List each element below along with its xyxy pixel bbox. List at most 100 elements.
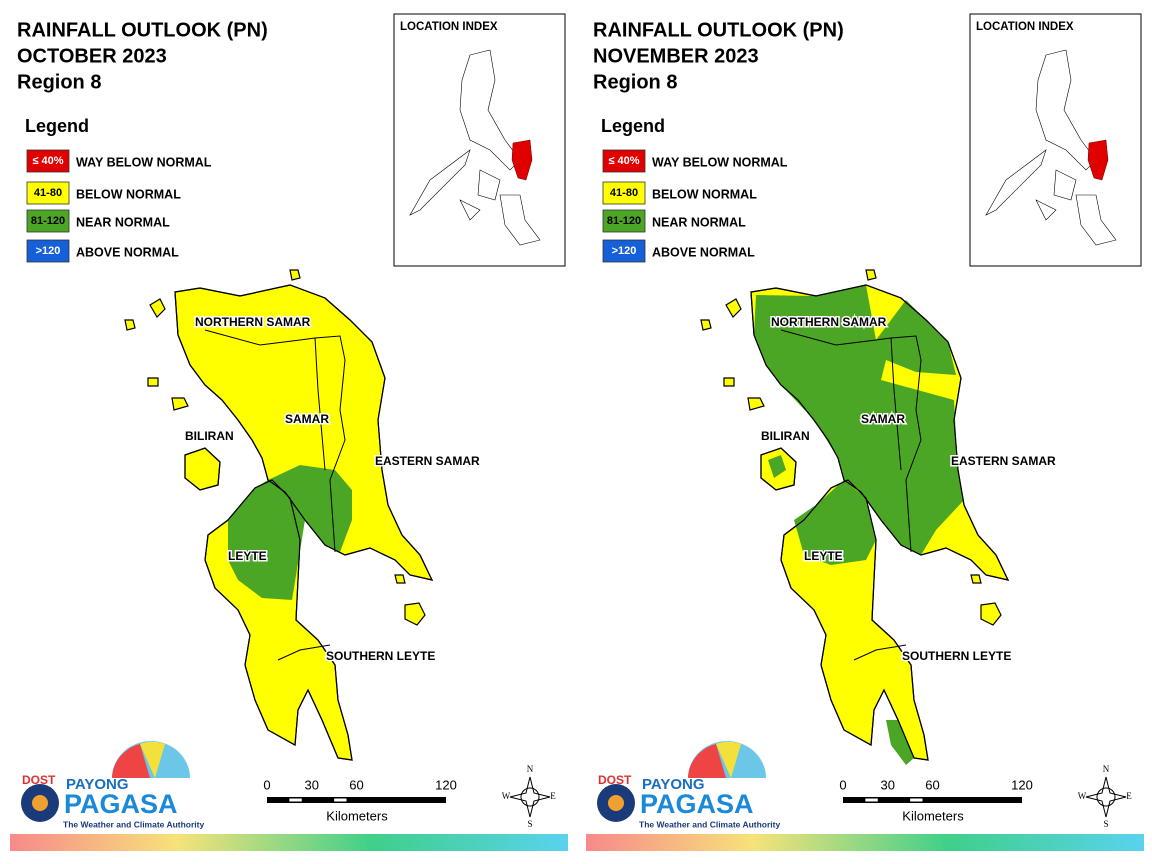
compass-rose xyxy=(509,776,551,818)
scale-tick-label: 0 xyxy=(263,777,270,792)
province-shape xyxy=(747,397,765,411)
scale-tick-label: 30 xyxy=(881,777,895,792)
legend-title: Legend xyxy=(601,116,665,136)
inset-title: LOCATION INDEX xyxy=(400,21,498,33)
compass-letter: S xyxy=(1103,819,1108,829)
scale-segment xyxy=(334,798,347,802)
legend-label: ABOVE NORMAL xyxy=(652,245,755,259)
compass-ring xyxy=(520,787,540,807)
title-line: RAINFALL OUTLOOK (PN) xyxy=(593,19,844,41)
compass-letter: E xyxy=(550,791,556,801)
near-normal-area xyxy=(886,720,914,765)
scale-tick-label: 120 xyxy=(1011,777,1033,792)
logo-line2: PAGASA xyxy=(640,789,754,819)
legend-label: WAY BELOW NORMAL xyxy=(76,155,212,169)
title-line: NOVEMBER 2023 xyxy=(593,45,759,67)
legend-label: BELOW NORMAL xyxy=(652,187,757,201)
region-label: LEYTE xyxy=(804,549,843,563)
legend-swatch-text: 81-120 xyxy=(31,215,65,227)
legend-label: BELOW NORMAL xyxy=(76,187,181,201)
legend-title: Legend xyxy=(25,116,89,136)
compass-letter: W xyxy=(502,791,511,801)
compass-letter: N xyxy=(527,764,534,774)
compass-letter: S xyxy=(527,819,532,829)
scale-unit: Kilometers xyxy=(902,808,964,823)
legend-swatch-text: >120 xyxy=(36,245,61,257)
scale-bar xyxy=(267,797,446,803)
gradient-band xyxy=(586,834,1144,851)
scale-segment xyxy=(289,798,302,802)
province-shape xyxy=(404,602,426,626)
legend-label: NEAR NORMAL xyxy=(76,215,170,229)
legend-swatch-text: 41-80 xyxy=(610,187,638,199)
legend-swatch xyxy=(602,209,646,233)
province-border xyxy=(780,329,922,661)
legend-swatch xyxy=(602,149,646,173)
scale-tick-label: 60 xyxy=(349,777,363,792)
title-line: OCTOBER 2023 xyxy=(17,45,167,67)
inset-title: LOCATION INDEX xyxy=(976,21,1074,33)
panel: RAINFALL OUTLOOK (PN) NOVEMBER 2023 Region… xyxy=(586,13,1144,851)
province-shape xyxy=(725,298,742,318)
region-label: EASTERN SAMAR xyxy=(951,454,1056,468)
province-outline xyxy=(174,284,434,581)
inset-region xyxy=(511,139,533,181)
province-outline xyxy=(750,284,1010,581)
region-label: BILIRAN xyxy=(185,429,234,443)
logo-agency: DOST xyxy=(598,773,632,787)
logo-emblem-center xyxy=(608,795,624,811)
scale-tick-label: 60 xyxy=(925,777,939,792)
region-label: SOUTHERN LEYTE xyxy=(902,649,1011,663)
compass-ring xyxy=(1096,787,1116,807)
legend-swatch-text: >120 xyxy=(612,245,637,257)
province-shape xyxy=(700,319,712,331)
region-label: SAMAR xyxy=(285,412,329,426)
logo-umbrella-yellow xyxy=(716,741,741,778)
legend-swatch xyxy=(602,181,646,205)
province-outline xyxy=(184,447,221,491)
province-shape xyxy=(723,377,735,387)
title-line: RAINFALL OUTLOOK (PN) xyxy=(17,19,268,41)
logo-line1: PAYONG xyxy=(642,776,705,793)
legend-label: ABOVE NORMAL xyxy=(76,245,179,259)
compass-letter: E xyxy=(1126,791,1132,801)
compass-rose xyxy=(1085,776,1127,818)
region-label: BILIRAN xyxy=(761,429,810,443)
logo-line2: PAGASA xyxy=(64,789,178,819)
scale-tick-label: 120 xyxy=(435,777,457,792)
scale-tick-label: 0 xyxy=(839,777,846,792)
province-shape xyxy=(980,602,1002,626)
logo-umbrella-yellow xyxy=(140,741,165,778)
logo-emblem-center xyxy=(32,795,48,811)
scale-segment xyxy=(910,798,923,802)
province-outline xyxy=(204,479,353,761)
legend-swatch xyxy=(26,181,70,205)
province-outline xyxy=(780,479,929,761)
legend-label: WAY BELOW NORMAL xyxy=(652,155,788,169)
province-shape xyxy=(171,397,189,411)
province-shape xyxy=(289,269,301,281)
legend-swatch-text: 81-120 xyxy=(607,215,641,227)
logo-umbrella-red xyxy=(112,744,150,778)
region-label: SOUTHERN LEYTE xyxy=(326,649,435,663)
scale-bar xyxy=(843,797,1022,803)
logo-tagline: The Weather and Climate Authority xyxy=(63,819,204,829)
panel: RAINFALL OUTLOOK (PN) OCTOBER 2023 Region … xyxy=(10,13,568,851)
legend-swatch xyxy=(26,239,70,263)
region-label: EASTERN SAMAR xyxy=(375,454,480,468)
province-border xyxy=(204,329,346,661)
province-shape xyxy=(147,377,159,387)
province-shape xyxy=(184,447,221,491)
legend-swatch-text: ≤ 40% xyxy=(32,155,63,167)
legend-swatch xyxy=(26,209,70,233)
legend-swatch xyxy=(602,239,646,263)
title-line: Region 8 xyxy=(17,71,101,93)
logo-agency: DOST xyxy=(22,773,56,787)
inset-region xyxy=(1087,139,1109,181)
legend-label: NEAR NORMAL xyxy=(652,215,746,229)
province-shape xyxy=(394,574,406,584)
near-normal-area xyxy=(794,480,876,565)
legend-swatch xyxy=(26,149,70,173)
region-label: SAMAR xyxy=(861,412,905,426)
compass-letter: W xyxy=(1078,791,1087,801)
